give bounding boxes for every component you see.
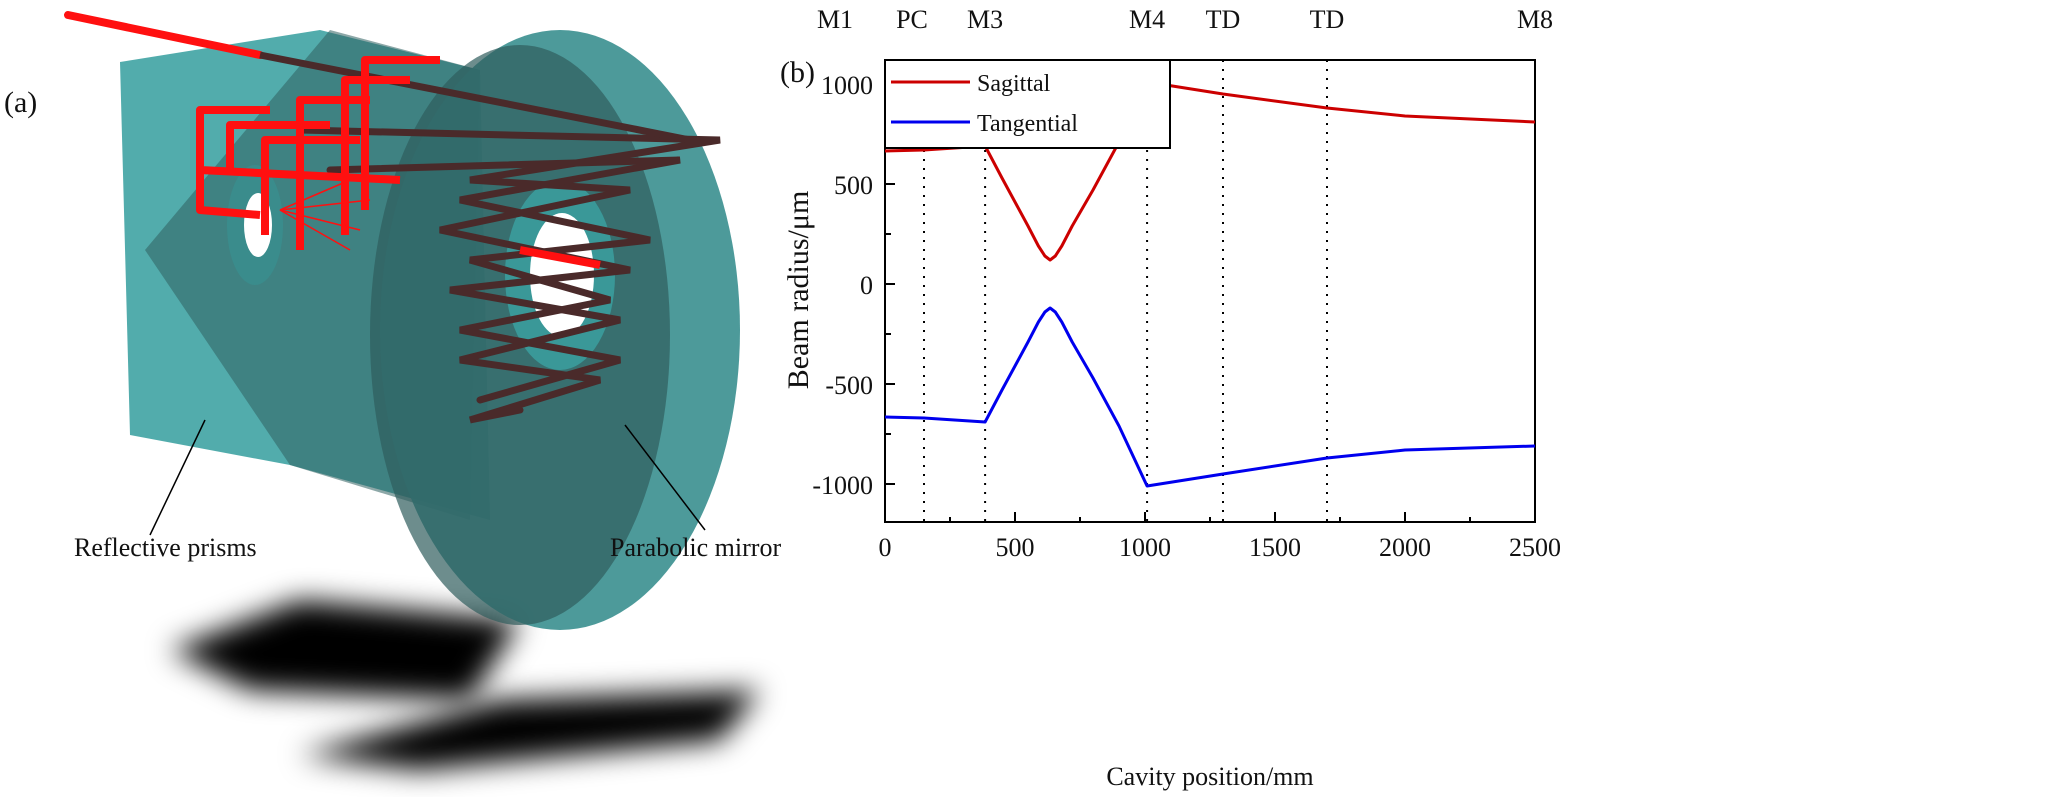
y-tick-label: 0: [860, 271, 873, 300]
x-tick-label: 500: [996, 533, 1035, 562]
mirror-shadow: [300, 690, 760, 770]
optical-setup-render: [64, 11, 760, 770]
output-beam: [519, 246, 601, 269]
y-tick-label: -1000: [812, 471, 873, 500]
y-tick-label: 1000: [821, 71, 873, 100]
beam-paths-back: [296, 126, 721, 424]
mirror-callout-line: [624, 424, 706, 531]
component-label-m4: M4: [1129, 5, 1165, 34]
component-label-td: TD: [1206, 5, 1241, 34]
prism-shadow: [170, 600, 520, 700]
prism-callout-line: [149, 419, 206, 536]
component-label-m8: M8: [1517, 5, 1553, 34]
x-tick-label: 1500: [1249, 533, 1301, 562]
x-tick-label: 2000: [1379, 533, 1431, 562]
component-label-td: TD: [1310, 5, 1345, 34]
y-tick-label: 500: [834, 171, 873, 200]
legend-label-tangential: Tangential: [977, 111, 1078, 137]
legend-label-sagittal: Sagittal: [977, 71, 1051, 97]
component-label-m3: M3: [967, 5, 1003, 34]
focused-rays: [279, 179, 371, 251]
panel-a-label: (a): [4, 86, 37, 119]
panel-b-label: (b): [780, 56, 815, 89]
beam-paths-front: [196, 56, 440, 250]
reflective-prisms-label: Reflective prisms: [74, 533, 257, 562]
input-beam: [64, 11, 264, 59]
series-line-sagittal: [884, 80, 1536, 262]
x-tick-label: 0: [879, 533, 892, 562]
y-tick-label: -500: [825, 371, 873, 400]
component-label-pc: PC: [896, 5, 928, 34]
y-axis-label: Beam radius/μm: [782, 191, 815, 390]
x-axis-label: Cavity position/mm: [1106, 762, 1313, 791]
input-beam-hidden: [259, 51, 691, 144]
x-tick-label: 1000: [1119, 533, 1171, 562]
parabolic-mirror-label: Parabolic mirror: [610, 533, 781, 562]
x-tick-label: 2500: [1509, 533, 1561, 562]
series-line-tangential: [884, 306, 1536, 488]
legend-box: [884, 59, 1171, 149]
beam-radius-chart: M1 PC M3 M4 TD TD M8 0 500 1000 1500 2000 2500 -1000 -…: [812, 5, 1561, 562]
component-label-m1: M1: [817, 5, 853, 34]
